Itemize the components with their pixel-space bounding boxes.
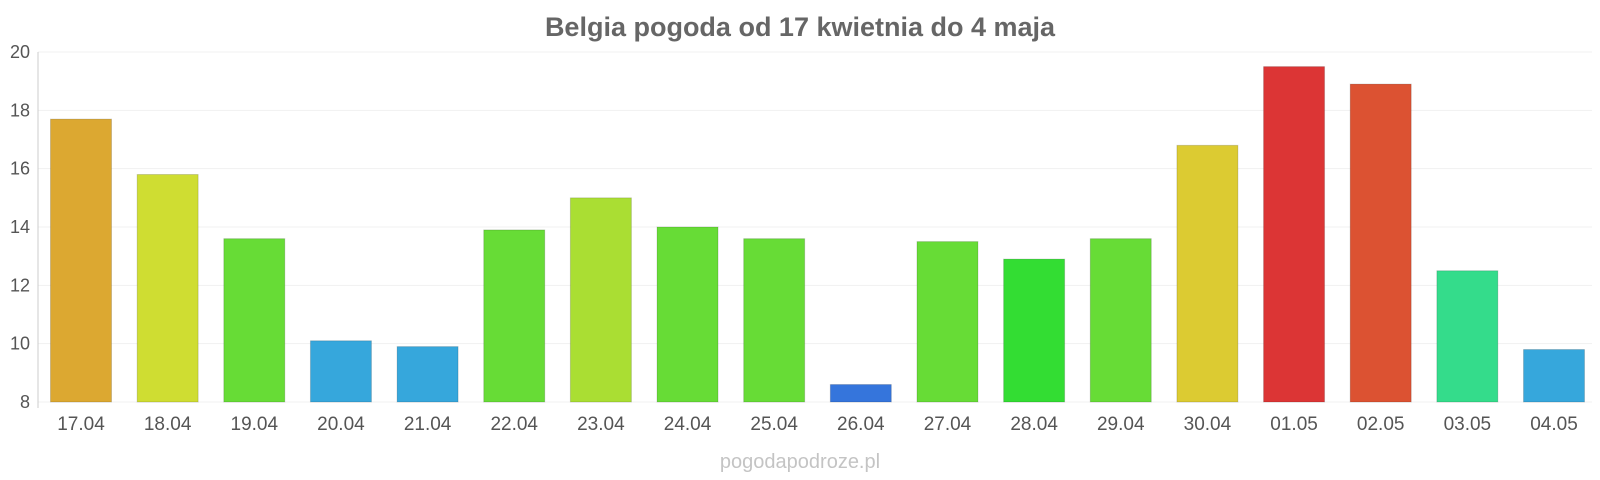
x-tick-label: 17.04	[57, 414, 105, 435]
bar-19.04	[223, 238, 286, 403]
y-tick-label: 20	[10, 42, 30, 62]
y-tick-label: 10	[10, 334, 30, 354]
x-tick-label: 20.04	[317, 414, 365, 435]
bar-20.04	[309, 340, 372, 403]
bar-21.04	[396, 346, 459, 403]
y-tick-label: 8	[20, 392, 30, 412]
x-tick-label: 03.05	[1444, 414, 1492, 435]
x-tick-label: 21.04	[404, 414, 452, 435]
x-tick-label: 01.05	[1270, 414, 1318, 435]
x-tick-label: 02.05	[1357, 414, 1405, 435]
x-tick-label: 28.04	[1010, 414, 1058, 435]
x-tick-label: 25.04	[750, 414, 798, 435]
watermark: pogodapodroze.pl	[720, 451, 880, 473]
bar-04.05	[1523, 349, 1585, 403]
x-tick-label: 23.04	[577, 414, 625, 435]
x-tick-label: 22.04	[490, 414, 538, 435]
bar-26.04	[829, 384, 892, 403]
bar-28.04	[1003, 258, 1066, 403]
x-tick-label: 26.04	[837, 414, 885, 435]
bars	[50, 66, 1585, 403]
x-tick-label: 27.04	[924, 414, 972, 435]
y-axis-ticks: 8 10 12 14 16 18 20	[10, 42, 30, 412]
x-tick-label: 04.05	[1530, 414, 1578, 435]
y-tick-label: 16	[10, 159, 30, 179]
bar-27.04	[916, 241, 979, 403]
bar-18.04	[136, 174, 199, 403]
grid-lines	[38, 51, 1592, 403]
y-tick-label: 18	[10, 100, 30, 120]
bar-17.04	[50, 118, 112, 403]
y-tick-label: 12	[10, 275, 30, 295]
bar-29.04	[1089, 238, 1152, 403]
x-tick-label: 18.04	[144, 414, 192, 435]
bar-22.04	[483, 229, 546, 403]
bar-25.04	[743, 238, 806, 403]
bar-02.05	[1349, 83, 1412, 403]
chart-title: Belgia pogoda od 17 kwietnia do 4 maja	[545, 12, 1056, 42]
bar-03.05	[1436, 270, 1499, 403]
bar-01.05	[1263, 66, 1326, 403]
x-axis-ticks: 17.04 18.04 19.04 20.04 21.04 22.04 23.04 24.04…	[57, 414, 1578, 435]
x-tick-label: 19.04	[231, 414, 279, 435]
x-tick-label: 24.04	[664, 414, 712, 435]
x-tick-label: 30.04	[1184, 414, 1232, 435]
bar-23.04	[569, 197, 632, 403]
bar-24.04	[656, 226, 719, 403]
y-tick-label: 14	[10, 217, 30, 237]
x-tick-label: 29.04	[1097, 414, 1145, 435]
bar-30.04	[1176, 144, 1239, 403]
